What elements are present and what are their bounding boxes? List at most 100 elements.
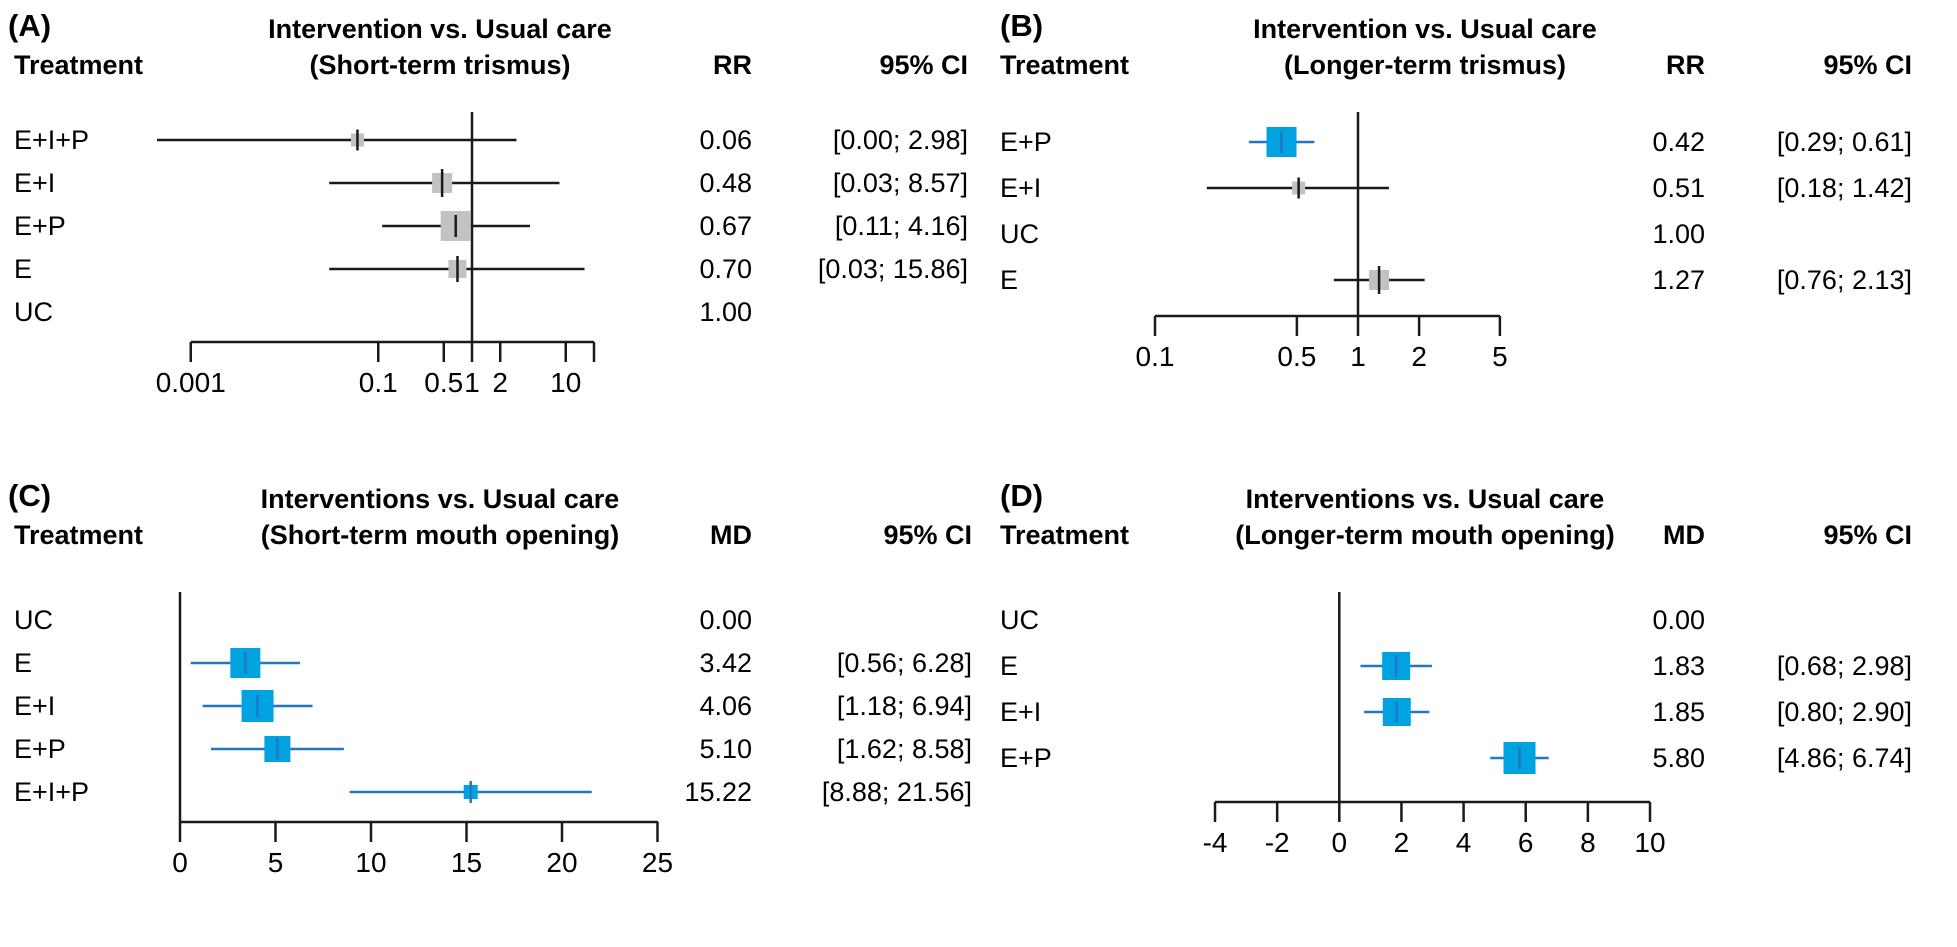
panel-c-row-e-i-p-ci-value: [8.88; 21.56] (822, 777, 972, 807)
panel-a-row-e-i-treatment-label: E+I (14, 168, 55, 198)
panel-d-row-uc-effect-value: 0.00 (1652, 605, 1705, 635)
panel-b-row-e-p-effect-value: 0.42 (1652, 127, 1705, 157)
panel-a-effect-header: RR (713, 50, 752, 80)
panel-c-ci-header: 95% CI (883, 520, 972, 550)
forest-panel-a: (A) Treatment Intervention vs. Usual care (… (8, 8, 968, 398)
panel-d-row-e-p-effect-value: 5.80 (1652, 743, 1705, 773)
panel-a-title-line-2: (Short-term trismus) (309, 50, 570, 80)
panel-d-ci-header: 95% CI (1823, 520, 1912, 550)
forest-panel-d: (D) Treatment Interventions vs. Usual care… (1000, 478, 1912, 858)
panel-b-row-e-treatment-label: E (1000, 265, 1018, 295)
panel-b-axis-tick-label: 1 (1350, 341, 1366, 372)
panel-b-effect-header: RR (1666, 50, 1705, 80)
panel-a-row-e-p-treatment-label: E+P (14, 211, 66, 241)
panel-c-row-uc-effect-value: 0.00 (699, 605, 752, 635)
panel-b-row-e-ci-value: [0.76; 2.13] (1777, 265, 1912, 295)
panel-a-row-e-i-effect-value: 0.48 (699, 168, 752, 198)
panel-d-row-e-treatment-label: E (1000, 651, 1018, 681)
panel-c-row-e-i-ci-value: [1.18; 6.94] (837, 691, 972, 721)
panel-a-row-e-ci-value: [0.03; 15.86] (818, 254, 968, 284)
panel-b-axis-tick-label: 0.5 (1277, 341, 1316, 372)
panel-c-row-e-effect-value: 3.42 (699, 648, 752, 678)
panel-d-label: (D) (1000, 478, 1043, 513)
panel-d-row-e-ci-value: [0.68; 2.98] (1777, 651, 1912, 681)
panel-b-axis-tick-label: 0.1 (1136, 341, 1175, 372)
panel-c-label: (C) (8, 478, 51, 513)
panel-a-axis-tick-label: 0.5 (424, 367, 463, 398)
panel-a-title-line-1: Intervention vs. Usual care (268, 14, 612, 44)
panel-a-row-uc-treatment-label: UC (14, 297, 53, 327)
panel-d-axis-tick-label: -2 (1265, 827, 1290, 858)
panel-c-row-e-i-p-effect-value: 15.22 (684, 777, 752, 807)
panel-a-axis-tick-label: 2 (492, 367, 508, 398)
forest-panel-b: (B) Treatment Intervention vs. Usual care (… (1000, 8, 1912, 372)
panel-b-row-uc-treatment-label: UC (1000, 219, 1039, 249)
panel-c-treatment-header: Treatment (14, 520, 143, 550)
panel-c-row-e-p-treatment-label: E+P (14, 734, 66, 764)
panel-b-row-e-i-treatment-label: E+I (1000, 173, 1041, 203)
panel-d-axis-tick-label: 0 (1332, 827, 1348, 858)
panel-d-row-e-effect-value: 1.83 (1652, 651, 1705, 681)
panel-a-row-e-treatment-label: E (14, 254, 32, 284)
panel-c-axis-tick-label: 0 (172, 847, 188, 878)
panel-d-row-uc-treatment-label: UC (1000, 605, 1039, 635)
panel-c-axis-tick-label: 20 (546, 847, 577, 878)
panel-d-axis-tick-label: 10 (1634, 827, 1665, 858)
panel-c-row-uc-treatment-label: UC (14, 605, 53, 635)
panel-c-row-e-i-p-treatment-label: E+I+P (14, 777, 89, 807)
panel-d-row-e-i-effect-value: 1.85 (1652, 697, 1705, 727)
panel-c-row-e-p-ci-value: [1.62; 8.58] (837, 734, 972, 764)
panel-a-row-uc-effect-value: 1.00 (699, 297, 752, 327)
panel-c-title-line-2: (Short-term mouth opening) (261, 520, 619, 550)
panel-a-row-e-i-p-treatment-label: E+I+P (14, 125, 89, 155)
panel-c-title-line-1: Interventions vs. Usual care (261, 484, 620, 514)
panel-c-axis-tick-label: 5 (268, 847, 284, 878)
panel-c-row-e-i-effect-value: 4.06 (699, 691, 752, 721)
panel-b-axis-tick-label: 2 (1411, 341, 1427, 372)
panel-c-effect-header: MD (710, 520, 752, 550)
panel-c-row-e-ci-value: [0.56; 6.28] (837, 648, 972, 678)
panel-a-treatment-header: Treatment (14, 50, 143, 80)
panel-a-ci-header: 95% CI (879, 50, 968, 80)
panel-b-treatment-header: Treatment (1000, 50, 1129, 80)
panel-d-effect-header: MD (1663, 520, 1705, 550)
panel-d-row-e-i-ci-value: [0.80; 2.90] (1777, 697, 1912, 727)
panel-a-row-e-p-ci-value: [0.11; 4.16] (835, 211, 968, 241)
panel-b-row-e-effect-value: 1.27 (1652, 265, 1705, 295)
panel-a-row-e-i-ci-value: [0.03; 8.57] (833, 168, 968, 198)
panel-b-row-e-i-ci-value: [0.18; 1.42] (1777, 173, 1912, 203)
forest-panel-c: (C) Treatment Interventions vs. Usual care… (8, 478, 972, 878)
panel-a-axis-tick-label: 0.001 (156, 367, 226, 398)
panel-d-title-line-2: (Longer-term mouth opening) (1235, 520, 1614, 550)
panel-c-axis-tick-label: 25 (642, 847, 673, 878)
panel-b-row-uc-effect-value: 1.00 (1652, 219, 1705, 249)
panel-c-axis-tick-label: 10 (355, 847, 386, 878)
panel-a-row-e-effect-value: 0.70 (699, 254, 752, 284)
panel-a-row-e-i-p-ci-value: [0.00; 2.98] (833, 125, 968, 155)
panel-d-treatment-header: Treatment (1000, 520, 1129, 550)
panel-a-row-e-i-p-effect-value: 0.06 (699, 125, 752, 155)
panel-b-row-e-p-treatment-label: E+P (1000, 127, 1052, 157)
panel-c-axis-tick-label: 15 (451, 847, 482, 878)
panel-c-row-e-p-effect-value: 5.10 (699, 734, 752, 764)
panel-a-row-e-p-effect-value: 0.67 (699, 211, 752, 241)
panel-b-row-e-i-effect-value: 0.51 (1652, 173, 1705, 203)
panel-d-row-e-i-treatment-label: E+I (1000, 697, 1041, 727)
panel-d-axis-tick-label: 4 (1456, 827, 1472, 858)
panel-a-label: (A) (8, 8, 51, 43)
panel-d-axis-tick-label: 8 (1580, 827, 1596, 858)
panel-b-ci-header: 95% CI (1823, 50, 1912, 80)
panel-b-label: (B) (1000, 8, 1043, 43)
panel-d-axis-tick-label: -4 (1203, 827, 1228, 858)
panel-c-row-e-treatment-label: E (14, 648, 32, 678)
panel-b-row-e-p-ci-value: [0.29; 0.61] (1777, 127, 1912, 157)
panel-b-title-line-2: (Longer-term trismus) (1284, 50, 1566, 80)
panel-c-row-e-i-treatment-label: E+I (14, 691, 55, 721)
panel-b-title-line-1: Intervention vs. Usual care (1253, 14, 1597, 44)
panel-d-axis-tick-label: 6 (1518, 827, 1534, 858)
panel-d-axis-tick-label: 2 (1394, 827, 1410, 858)
panel-a-axis-tick-label: 10 (550, 367, 581, 398)
panel-d-row-e-p-ci-value: [4.86; 6.74] (1777, 743, 1912, 773)
panel-b-axis-tick-label: 5 (1492, 341, 1508, 372)
